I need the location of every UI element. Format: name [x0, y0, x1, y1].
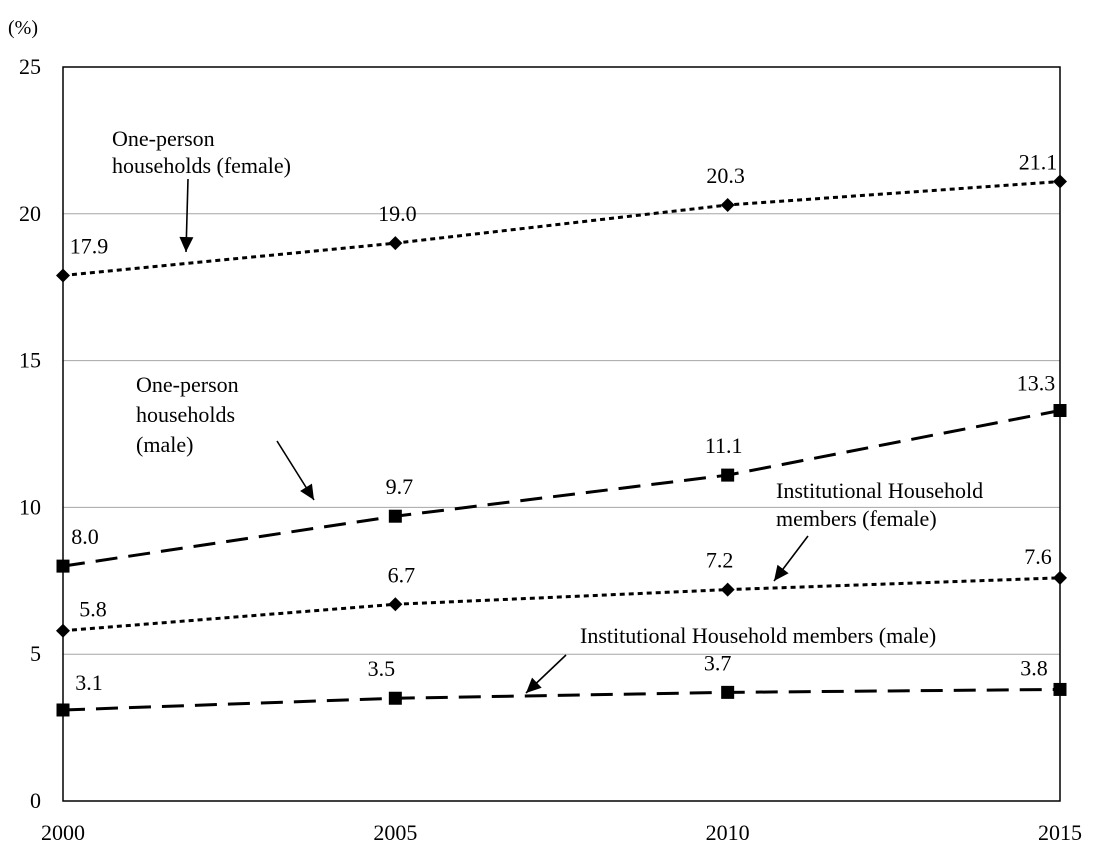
data-label-ihm_female-1: 6.7 [388, 562, 416, 587]
anno-ihm-male-arrow-head [526, 677, 542, 693]
anno-ihm-male: Institutional Household members (male) [525, 623, 936, 694]
data-label-ihm_female-3: 7.6 [1024, 544, 1052, 569]
data-label-oph_male-0: 8.0 [71, 524, 99, 549]
x-tick-label-1: 2005 [373, 820, 417, 845]
y-tick-label-1: 5 [30, 641, 41, 666]
y-axis-tick-labels: 0 5 10 15 20 25 [19, 54, 41, 813]
point-ihm_female-0 [56, 623, 70, 638]
annotations: One-person households (female) One-person h… [112, 126, 983, 694]
anno-oph-female-text: One-person households (female) [112, 126, 291, 178]
y-tick-label-4: 20 [19, 201, 41, 226]
series-line-oph_female [62, 180, 1061, 277]
anno-ihm-female-arrow-head [774, 564, 789, 581]
anno-ihm-male-text: Institutional Household members (male) [580, 623, 936, 648]
data-label-ihm_male-0: 3.1 [75, 670, 103, 695]
x-tick-label-0: 2000 [41, 820, 85, 845]
data-label-ihm_male-2: 3.7 [704, 650, 732, 675]
x-tick-label-3: 2015 [1038, 820, 1082, 845]
point-ihm_male-1 [388, 691, 402, 705]
series-line-ihm_male [62, 687, 1061, 712]
series-ihm_male: 3.1 3.5 3.7 3.8 [56, 650, 1067, 717]
point-ihm_male-0 [56, 703, 70, 717]
data-label-oph_male-2: 11.1 [705, 433, 743, 458]
point-oph_male-2 [721, 468, 735, 482]
point-oph_female-3 [1053, 174, 1067, 189]
series-oph_male: 8.0 9.7 11.1 13.3 [56, 371, 1067, 573]
y-tick-label-0: 0 [30, 788, 41, 813]
data-label-oph_female-3: 21.1 [1019, 150, 1058, 175]
data-label-ihm_male-3: 3.8 [1020, 655, 1048, 680]
y-tick-label-2: 10 [19, 494, 41, 519]
data-label-oph_female-2: 20.3 [706, 163, 745, 188]
data-label-oph_female-1: 19.0 [378, 201, 417, 226]
series-line-ihm_female [62, 576, 1061, 633]
y-tick-label-5: 25 [19, 54, 41, 79]
anno-oph-male-text: One-person households (male) [136, 372, 239, 457]
plot-area-frame [62, 66, 1061, 802]
series-oph_female: 17.9 19.0 20.3 21.1 [56, 150, 1067, 283]
x-tick-label-2: 2010 [706, 820, 750, 845]
anno-oph-female-arrow-head [179, 236, 194, 252]
anno-oph-male-arrow-head [300, 483, 314, 500]
series-line-oph_male [62, 409, 1061, 568]
gridlines [63, 213, 1060, 655]
point-oph_male-0 [56, 559, 70, 573]
data-label-ihm_female-2: 7.2 [706, 548, 734, 573]
data-label-oph_male-1: 9.7 [386, 474, 414, 499]
point-oph_female-1 [388, 236, 403, 251]
series-layer: 17.9 19.0 20.3 21.1 8.0 9.7 11.1 13.3 5.8 6.7 7.2 7… [56, 150, 1067, 717]
anno-oph-male: One-person households (male) [136, 372, 315, 501]
point-ihm_female-1 [388, 597, 403, 612]
point-oph_male-1 [388, 509, 402, 523]
anno-ihm-female: Institutional Household members (female) [773, 478, 983, 582]
point-ihm_female-3 [1053, 570, 1067, 585]
y-tick-label-3: 15 [19, 348, 41, 373]
y-unit-label: (%) [8, 17, 38, 39]
point-ihm_female-2 [720, 582, 735, 597]
x-axis-tick-labels: 2000 2005 2010 2015 [41, 820, 1082, 845]
series-ihm_female: 5.8 6.7 7.2 7.6 [56, 544, 1067, 638]
anno-ihm-female-text: Institutional Household members (female) [776, 478, 983, 531]
point-ihm_male-2 [721, 685, 735, 699]
point-oph_female-2 [720, 197, 735, 212]
data-label-ihm_female-0: 5.8 [79, 597, 107, 622]
data-label-oph_male-3: 13.3 [1017, 371, 1056, 396]
point-ihm_male-3 [1053, 682, 1067, 696]
point-oph_male-3 [1053, 404, 1067, 418]
point-oph_female-0 [56, 268, 70, 283]
anno-oph-female: One-person households (female) [112, 126, 291, 253]
data-label-oph_female-0: 17.9 [70, 233, 109, 258]
data-label-ihm_male-1: 3.5 [368, 656, 396, 681]
